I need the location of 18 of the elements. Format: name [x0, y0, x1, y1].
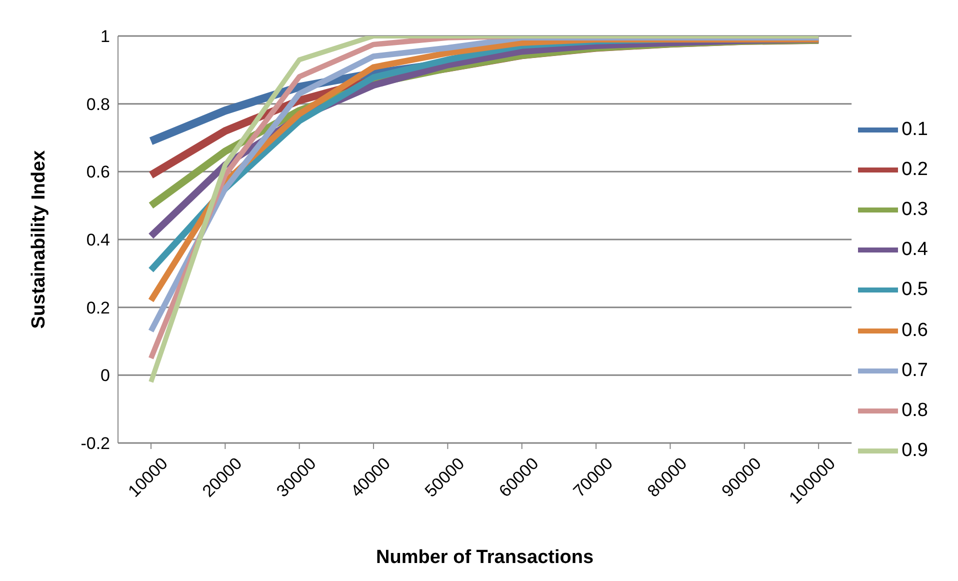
- legend-label: 0.2: [902, 159, 928, 180]
- y-tick-label: 0.2: [86, 298, 110, 318]
- y-tick-label: 0.8: [86, 94, 110, 114]
- legend-label: 0.6: [902, 320, 928, 341]
- legend-label: 0.7: [902, 360, 928, 381]
- y-tick-label: -0.2: [80, 434, 110, 454]
- legend-label: 0.4: [902, 239, 928, 260]
- legend-label: 0.9: [902, 440, 928, 461]
- y-tick-label: 0.6: [86, 162, 110, 182]
- y-axis-title: Sustainability Index: [28, 150, 50, 329]
- y-tick-label: 0: [100, 366, 110, 386]
- legend-label: 0.3: [902, 199, 928, 220]
- legend-label: 0.1: [902, 119, 928, 140]
- y-tick-label: 1: [100, 27, 110, 46]
- y-tick-label: 0.4: [86, 230, 110, 250]
- x-axis-title: Number of Transactions: [376, 547, 594, 568]
- legend-label: 0.5: [902, 280, 928, 300]
- legend-label: 0.8: [902, 400, 928, 421]
